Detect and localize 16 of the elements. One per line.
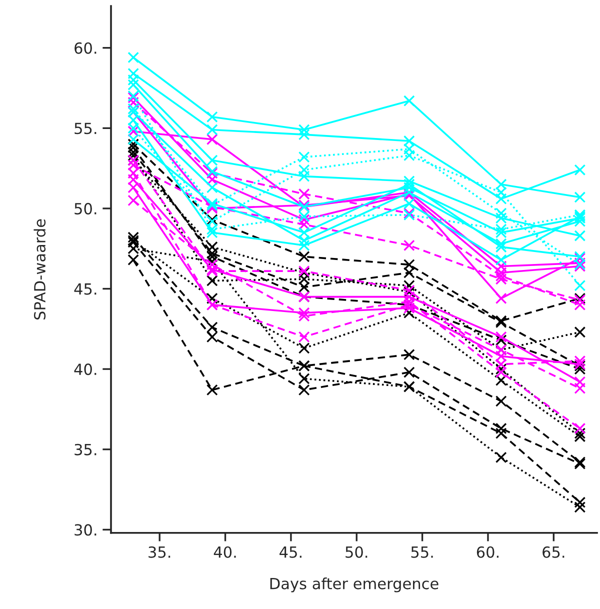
y-tick-label: 40. [74, 364, 96, 376]
y-tick-label: 50. [74, 202, 96, 214]
x-axis-title: Days after emergence [270, 578, 438, 592]
x-tick-label: 55. [411, 546, 433, 558]
x-tick-label: 65. [542, 546, 564, 558]
x-tick-label: 50. [346, 546, 368, 558]
y-tick-label: 55. [74, 122, 96, 134]
y-tick-label: 60. [74, 42, 96, 54]
x-tick-label: 35. [148, 546, 170, 558]
y-tick-label: 45. [74, 283, 96, 295]
y-axis-title: SPAD-waarde [34, 219, 46, 320]
y-tick-label: 30. [74, 524, 96, 536]
x-tick-label: 45. [280, 546, 302, 558]
x-tick-label: 60. [476, 546, 498, 558]
y-tick-label: 35. [74, 444, 96, 456]
x-tick-label: 40. [214, 546, 236, 558]
